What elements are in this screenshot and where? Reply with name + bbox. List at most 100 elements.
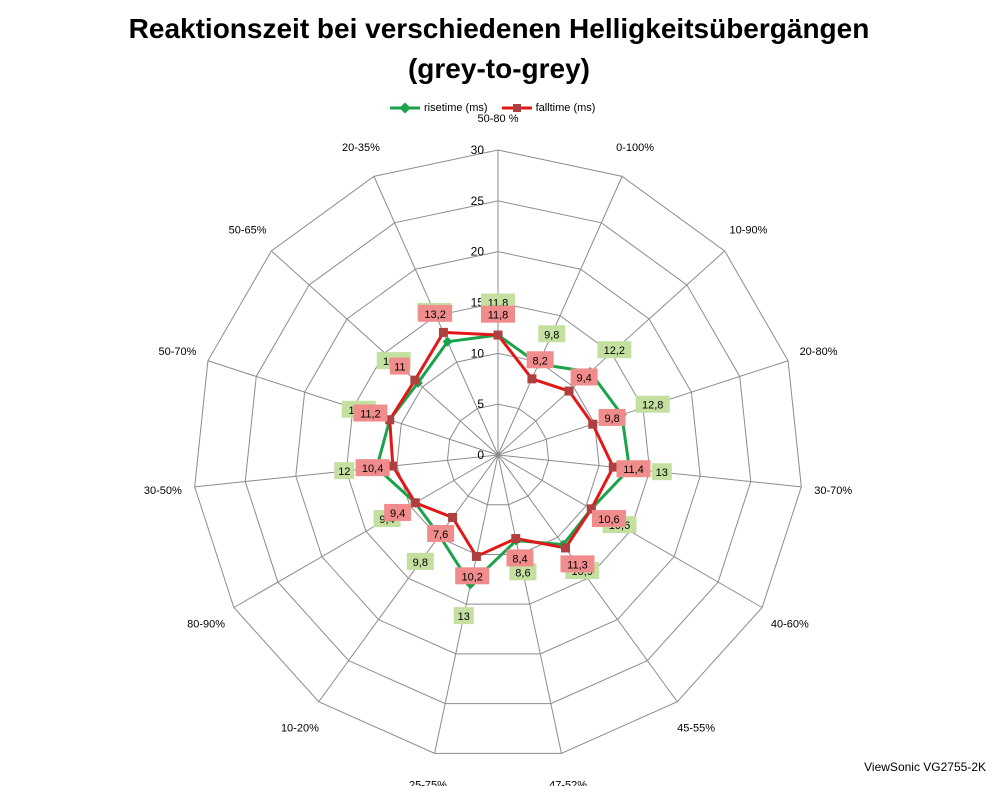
rise-label-bg [635,395,670,413]
category-label: 20-35% [342,142,380,154]
fall-label-bg [384,503,412,521]
fall-marker [588,419,598,429]
fall-data-label: 8,4 [512,553,527,565]
category-label: 50-65% [229,224,267,236]
fall-marker [511,534,521,544]
tick-label: 30 [471,143,485,157]
fall-data-label: 13,2 [424,309,445,321]
fall-marker [388,461,398,471]
rise-label-bg [334,462,355,480]
category-label: 25-75% [409,780,447,786]
fall-marker [448,513,458,523]
legend: risetime (ms) falltime (ms) [390,100,609,116]
fall-marker [493,330,503,340]
fall-marker [608,462,618,472]
rise-label-bg [406,552,434,570]
fall-marker [561,543,571,553]
category-label: 40-60% [771,619,809,631]
tick-label: 0 [477,448,484,462]
grid-ring [194,149,802,754]
category-label: 80-90% [187,619,225,631]
rise-data-label: 12,2 [604,345,625,357]
grid-ring [244,200,752,705]
fall-data-label: 11,3 [567,559,588,571]
fall-label-bg [560,555,595,573]
fall-label-bg [455,567,490,585]
legend-rise-label: risetime (ms) [424,102,488,114]
category-label: 30-50% [144,485,182,497]
rise-label-bg [453,607,474,625]
category-label: 30-70% [814,485,852,497]
rise-data-label: 13 [656,467,668,479]
fall-label-bg [570,368,598,386]
chart-title-line1: Reaktionszeit bei verschiedenen Helligke… [128,13,870,44]
fall-label-bg [526,351,554,369]
category-label: 45-55% [677,723,715,735]
rise-data-label: 9,8 [413,557,428,569]
rise-data-label: 13 [458,611,470,623]
fall-marker [385,415,395,425]
fall-data-label: 11 [394,362,405,374]
grid-spoke [318,454,499,703]
fall-data-label: 11,4 [623,464,644,476]
tick-label: 10 [471,346,485,360]
fall-label-bg [481,305,515,323]
grid-ring [396,352,600,555]
fall-marker [586,504,596,514]
fall-data-label: 10,4 [362,463,383,475]
fall-label-bg [427,524,455,542]
fall-label-bg [598,408,626,426]
fall-marker [471,551,481,561]
fall-label-bg [389,357,410,375]
legend-item-rise: risetime (ms) [390,102,488,114]
fall-marker [564,386,574,396]
rise-data-label: 9,8 [544,329,559,341]
legend-rise-marker [390,103,420,113]
rise-data-label: 8,6 [515,567,530,579]
fall-data-label: 8,2 [533,355,548,367]
fall-marker [527,374,537,384]
legend-item-fall: falltime (ms) [501,102,596,114]
fall-marker [438,327,448,337]
category-label: 0-100% [616,142,654,154]
fall-series-line [388,330,615,558]
legend-fall-label: falltime (ms) [535,102,596,114]
rise-data-label: 12,8 [642,400,663,412]
rise-label-bg [538,325,566,343]
grid-ring [345,301,651,605]
rise-label-bg [597,341,632,359]
fall-label-bg [355,459,390,477]
chart-title-line2: (grey-to-grey) [407,53,590,84]
grid-spoke [497,176,623,456]
category-label: 10-20% [281,723,319,735]
fall-label-bg [591,510,626,528]
fall-data-label: 9,4 [390,508,405,520]
legend-fall-marker [501,104,532,112]
category-label: 47-52% [549,780,587,786]
category-label: 50-80 % [478,113,519,125]
tick-label: 15 [471,296,485,310]
fall-data-label: 9,4 [576,372,591,384]
category-label: 10-90% [729,224,767,236]
grid-spoke [434,454,499,754]
fall-label-bg [616,460,651,478]
tick-label: 20 [471,245,485,259]
fall-marker [410,375,420,385]
rise-series-line [375,333,631,586]
grid-ring [446,403,550,506]
fall-label-bg [418,304,453,322]
category-label: 50-70% [159,346,197,358]
tick-label: 5 [477,397,484,411]
watermark: ViewSonic VG2755-2K [864,760,986,774]
grid-spoke [497,454,562,754]
fall-label-bg [353,404,388,422]
rise-label-bg [509,563,537,581]
rise-marker [442,336,453,347]
tick-label: 25 [471,194,485,208]
fall-data-label: 11,2 [360,409,381,421]
fall-marker [410,498,420,508]
fall-data-label: 10,2 [462,571,483,583]
fall-data-label: 11,8 [488,310,509,322]
fall-data-label: 7,6 [433,529,448,541]
fall-data-label: 10,6 [598,514,619,526]
